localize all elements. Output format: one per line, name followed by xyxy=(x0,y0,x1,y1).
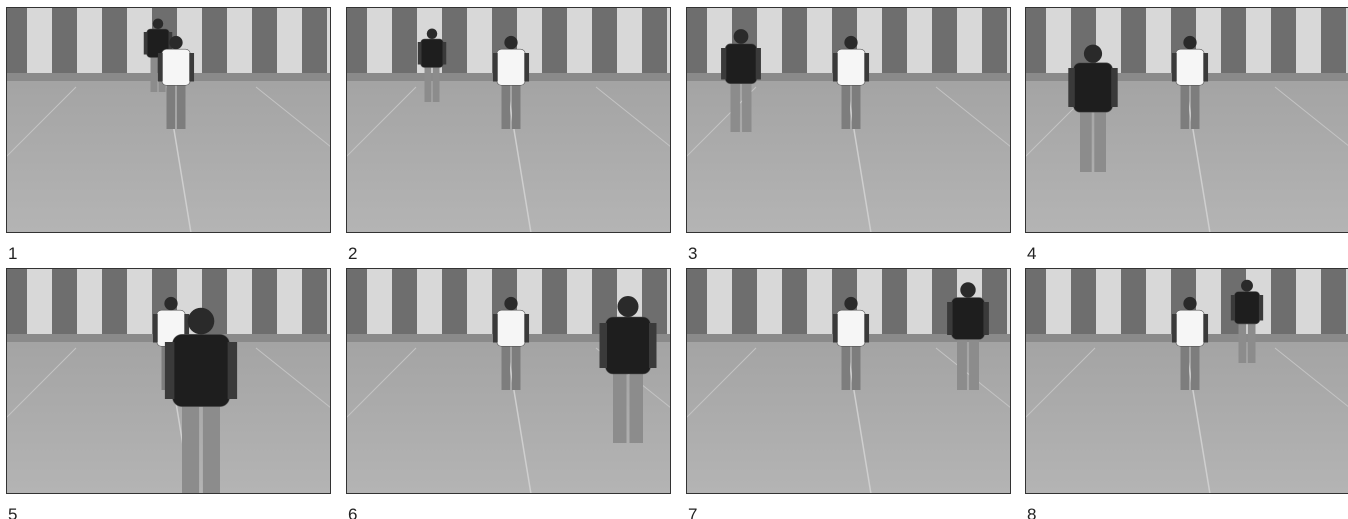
photo xyxy=(686,268,1011,494)
photo xyxy=(6,268,331,494)
panel-border xyxy=(346,268,671,494)
officer xyxy=(947,282,989,390)
panel-label: 2 xyxy=(348,244,357,263)
photo xyxy=(6,7,331,233)
man xyxy=(157,35,195,129)
officer xyxy=(721,29,761,132)
photo xyxy=(346,268,671,494)
man xyxy=(832,296,870,390)
photo-panel: 1 xyxy=(6,7,331,263)
photo-panel: 3 xyxy=(686,7,1011,263)
photo-panel: 7 xyxy=(686,268,1011,519)
panel-label: 1 xyxy=(8,244,17,263)
officer xyxy=(1230,279,1264,363)
photo xyxy=(686,7,1011,233)
man xyxy=(1171,296,1209,390)
panel-label: 5 xyxy=(8,505,17,519)
photo xyxy=(1025,7,1348,233)
photo-panel: 8 xyxy=(1025,268,1348,519)
panel-label: 6 xyxy=(348,505,357,519)
man xyxy=(492,296,530,390)
panel-border xyxy=(6,7,331,233)
man xyxy=(832,35,870,129)
man xyxy=(492,35,530,129)
officer xyxy=(599,296,657,443)
panel-border xyxy=(6,268,331,494)
panel-label: 3 xyxy=(688,244,697,263)
officer xyxy=(1068,44,1118,172)
photo-panel: 6 xyxy=(346,268,671,519)
photo-panel: 5 xyxy=(6,268,331,519)
photo xyxy=(346,7,671,233)
panel-border xyxy=(1025,268,1348,494)
panel-border xyxy=(686,268,1011,494)
panel-border xyxy=(686,7,1011,233)
panel-label: 8 xyxy=(1027,505,1036,519)
photo xyxy=(1025,268,1348,494)
panel-label: 4 xyxy=(1027,244,1036,263)
officer xyxy=(417,28,447,102)
man xyxy=(1171,35,1209,129)
officer xyxy=(164,307,238,494)
photo-panel: 2 xyxy=(346,7,671,263)
panel-label: 7 xyxy=(688,505,697,519)
panel-border xyxy=(346,7,671,233)
panel-border xyxy=(1025,7,1348,233)
photo-panel: 4 xyxy=(1025,7,1348,263)
